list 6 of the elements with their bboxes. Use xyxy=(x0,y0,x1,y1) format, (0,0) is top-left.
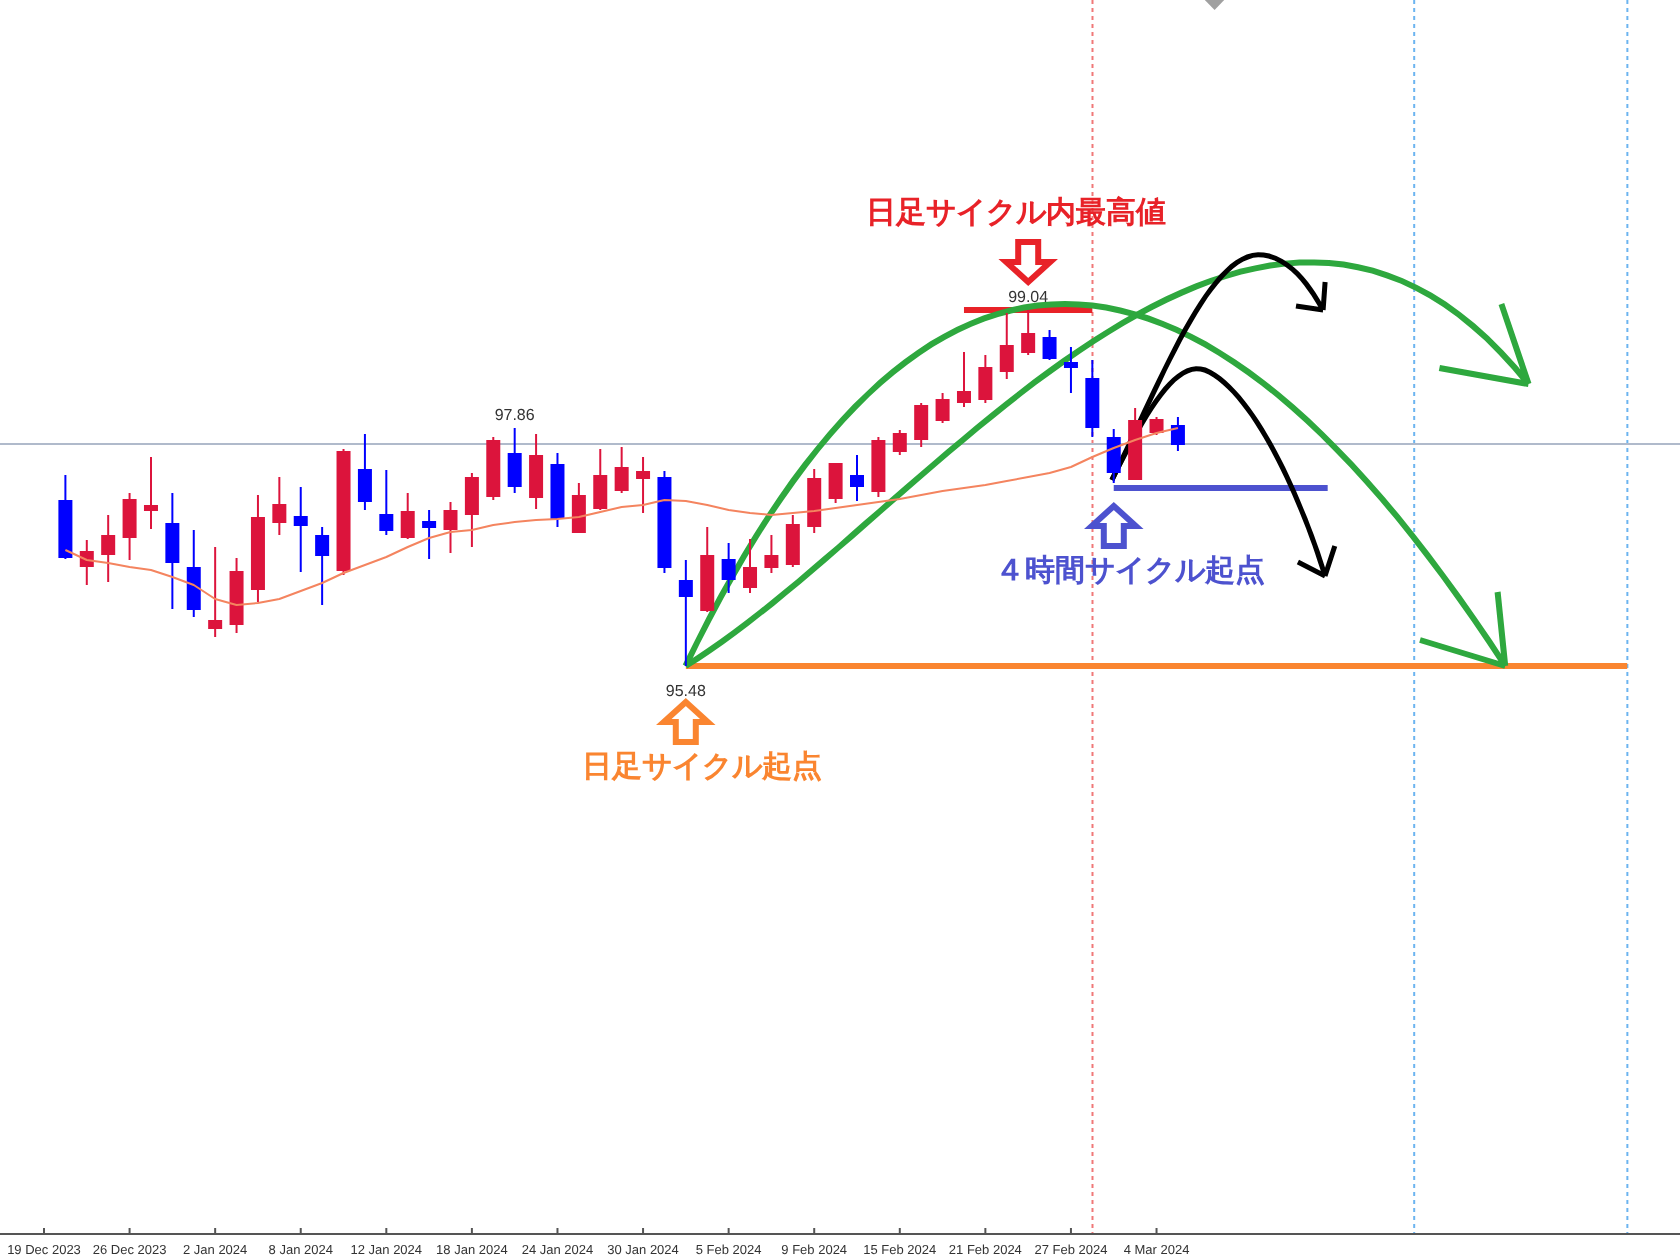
note: ４時間サイクル起点 xyxy=(994,554,1265,588)
value-label: 99.04 xyxy=(1008,288,1049,306)
note: 日足サイクル内最高値 xyxy=(866,196,1167,230)
value-label: 97.86 xyxy=(494,406,535,424)
note: 日足サイクル起点 xyxy=(581,750,822,784)
value-label: 95.48 xyxy=(665,682,706,700)
